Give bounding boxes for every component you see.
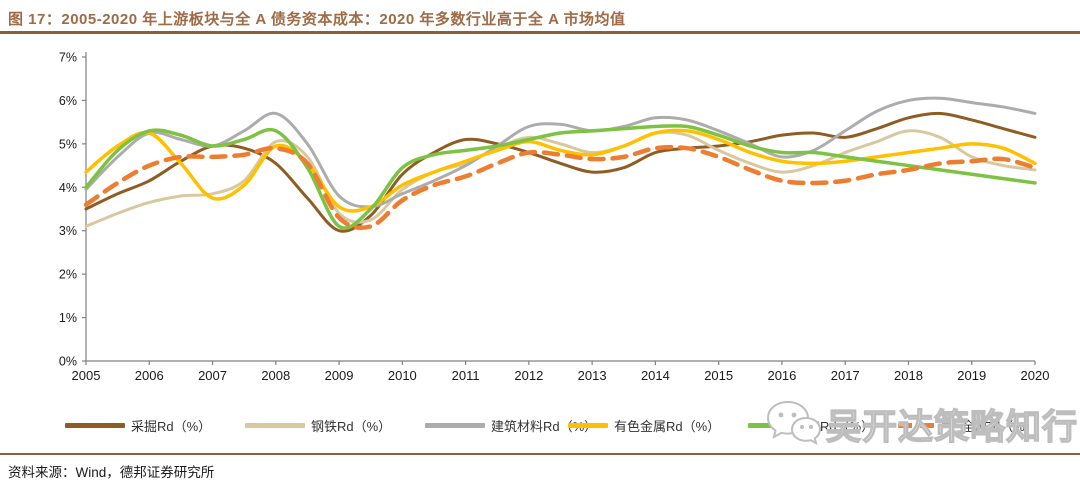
x-tick-label: 2005 — [72, 368, 101, 383]
legend-item-nonferrous: 有色金属Rd（%） — [568, 412, 720, 438]
legend-item-chemicals: 化工Rd（%） — [748, 412, 874, 438]
chart-legend: 采掘Rd（%） 钢铁Rd（%） 建筑材料Rd（%） 有色金属Rd（%） 化工Rd（%） 全… — [0, 412, 1080, 438]
legend-swatch-nonferrous — [568, 422, 608, 428]
y-tick-label: 6% — [59, 94, 77, 108]
legend-item-building-materials: 建筑材料Rd（%） — [425, 412, 597, 438]
legend-label-nonferrous: 有色金属Rd（%） — [614, 418, 721, 434]
x-tick-label: 2020 — [1021, 368, 1050, 383]
source-note: 资料来源：Wind，德邦证券研究所 — [8, 465, 215, 480]
x-tick-label: 2015 — [704, 368, 733, 383]
x-tick-label: 2012 — [514, 368, 543, 383]
series-line-mining — [84, 111, 1037, 233]
y-tick-label: 1% — [59, 311, 77, 325]
x-tick-label: 2013 — [578, 368, 607, 383]
legend-label-chemicals: 化工Rd（%） — [794, 418, 875, 434]
y-tick-label: 4% — [59, 181, 77, 195]
legend-item-all-a: 全ARd（%） — [898, 412, 1038, 438]
y-tick-label: 0% — [59, 355, 77, 369]
legend-swatch-steel — [245, 422, 305, 428]
legend-label-mining: 采掘Rd（%） — [131, 418, 212, 434]
x-tick-label: 2011 — [452, 368, 480, 383]
legend-swatch-chemicals — [748, 422, 788, 428]
y-tick-label: 7% — [59, 51, 77, 65]
y-tick-label: 2% — [59, 268, 77, 282]
line-chart-canvas: 0% 1% 2% 3% 4% 5% 6% 7% 2005 2006 2007 2008 2009 2010… — [59, 51, 1050, 384]
y-tick-label: 5% — [59, 137, 77, 151]
series-line-steel — [84, 129, 1037, 228]
legend-swatch-mining — [65, 422, 125, 428]
series-line-chemicals — [84, 124, 1037, 230]
x-tick-label: 2008 — [261, 368, 290, 383]
footer-divider — [0, 453, 1080, 455]
y-tick-label: 3% — [59, 224, 77, 238]
legend-item-mining: 采掘Rd（%） — [65, 412, 211, 438]
legend-item-steel: 钢铁Rd（%） — [245, 412, 391, 438]
series-line-all-a — [83, 144, 1038, 230]
series-line-nonferrous — [84, 128, 1037, 213]
line-chart: 0% 1% 2% 3% 4% 5% 6% 7% 2005 2006 2007 2008 2009 2010… — [0, 36, 1080, 396]
x-tick-label: 2018 — [894, 368, 923, 383]
x-tick-label: 2010 — [388, 368, 417, 383]
x-tick-label: 2009 — [325, 368, 354, 383]
series-line-building-materials — [84, 96, 1037, 209]
x-tick-label: 2019 — [957, 368, 986, 383]
legend-swatch-all-a — [898, 422, 956, 428]
x-tick-label: 2014 — [641, 368, 670, 383]
x-tick-label: 2017 — [831, 368, 860, 383]
x-tick-label: 2007 — [198, 368, 227, 383]
x-tick-label: 2016 — [767, 368, 796, 383]
legend-label-building-materials: 建筑材料Rd（%） — [491, 418, 598, 434]
figure-title: 图 17：2005-2020 年上游板块与全 A 债务资本成本：2020 年多数… — [8, 11, 626, 28]
legend-label-steel: 钢铁Rd（%） — [311, 418, 392, 434]
legend-label-all-a: 全ARd（%） — [962, 418, 1038, 434]
legend-swatch-building-materials — [425, 422, 485, 428]
title-divider — [0, 31, 1080, 34]
x-tick-label: 2006 — [135, 368, 164, 383]
